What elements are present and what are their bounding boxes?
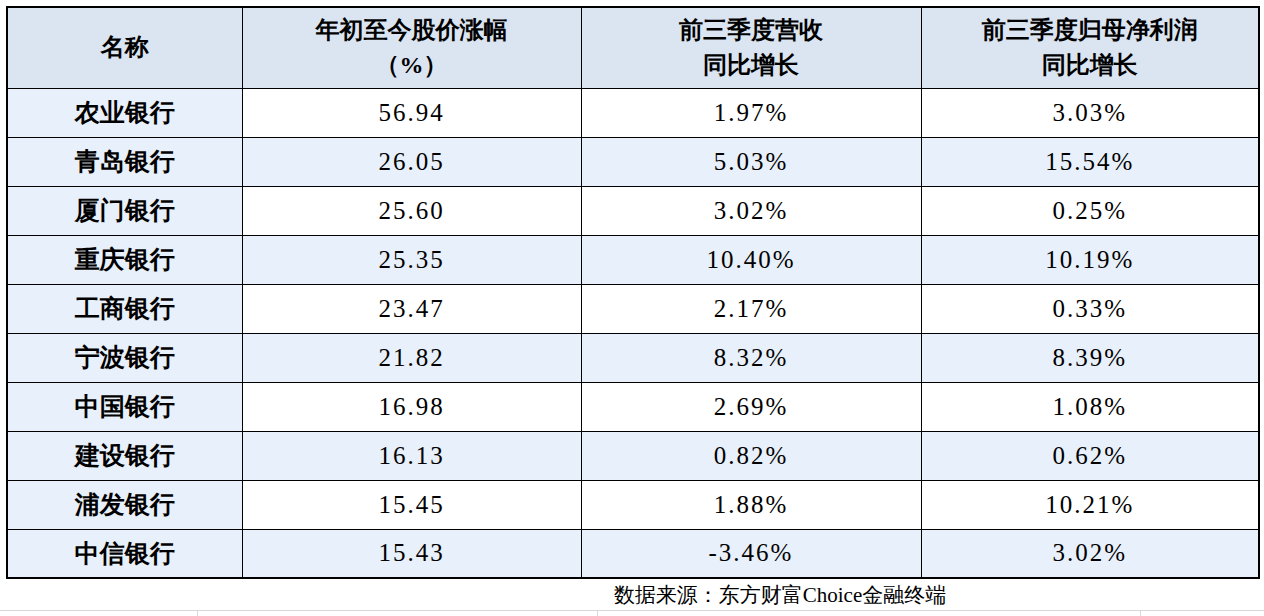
bank-name-cell: 中信银行 — [7, 529, 242, 578]
ytd-change-cell: 16.13 — [242, 431, 581, 480]
revenue-growth-cell: 1.97% — [581, 88, 921, 137]
header-profit-line1: 前三季度归母净利润 — [922, 13, 1259, 48]
table-row: 中国银行16.982.69%1.08% — [7, 382, 1259, 431]
table-row: 厦门银行25.603.02%0.25% — [7, 186, 1259, 235]
table-body: 农业银行56.941.97%3.03%青岛银行26.055.03%15.54%厦… — [7, 88, 1259, 578]
revenue-growth-cell: 8.32% — [581, 333, 921, 382]
revenue-growth-cell: 0.82% — [581, 431, 921, 480]
bank-name-cell: 工商银行 — [7, 284, 242, 333]
bank-name-cell: 浦发银行 — [7, 480, 242, 529]
ytd-change-cell: 16.98 — [242, 382, 581, 431]
header-profit-line2: 同比增长 — [922, 48, 1259, 83]
ytd-change-cell: 56.94 — [242, 88, 581, 137]
bank-name-cell: 青岛银行 — [7, 137, 242, 186]
net-profit-growth-cell: 3.03% — [921, 88, 1259, 137]
table-header: 名称 年初至今股价涨幅 （%） 前三季度营收 同比增长 前三季度归母净利润 同比… — [7, 7, 1259, 88]
ytd-change-cell: 25.35 — [242, 235, 581, 284]
bank-name-cell: 重庆银行 — [7, 235, 242, 284]
header-revenue-line1: 前三季度营收 — [582, 13, 921, 48]
table-row: 工商银行23.472.17%0.33% — [7, 284, 1259, 333]
sheet-gridline-strip — [0, 610, 1264, 616]
table-row: 中信银行15.43-3.46%3.02% — [7, 529, 1259, 578]
sheet-gridline — [197, 611, 198, 616]
table-row: 宁波银行21.828.32%8.39% — [7, 333, 1259, 382]
revenue-growth-cell: -3.46% — [581, 529, 921, 578]
revenue-growth-cell: 3.02% — [581, 186, 921, 235]
ytd-change-cell: 21.82 — [242, 333, 581, 382]
bank-name-cell: 宁波银行 — [7, 333, 242, 382]
ytd-change-cell: 15.43 — [242, 529, 581, 578]
ytd-change-cell: 26.05 — [242, 137, 581, 186]
revenue-growth-cell: 5.03% — [581, 137, 921, 186]
revenue-growth-cell: 10.40% — [581, 235, 921, 284]
header-ytd-line2: （%） — [243, 48, 581, 83]
bank-performance-table: 名称 年初至今股价涨幅 （%） 前三季度营收 同比增长 前三季度归母净利润 同比… — [6, 6, 1260, 579]
net-profit-growth-cell: 10.19% — [921, 235, 1259, 284]
sheet-gridline — [1140, 611, 1141, 616]
data-source-row: 数据来源：东方财富Choice金融终端 — [6, 579, 1258, 610]
table-row: 青岛银行26.055.03%15.54% — [7, 137, 1259, 186]
net-profit-growth-cell: 8.39% — [921, 333, 1259, 382]
net-profit-growth-cell: 0.33% — [921, 284, 1259, 333]
bank-name-cell: 厦门银行 — [7, 186, 242, 235]
header-revenue-line2: 同比增长 — [582, 48, 921, 83]
net-profit-growth-cell: 0.62% — [921, 431, 1259, 480]
ytd-change-cell: 15.45 — [242, 480, 581, 529]
header-cell-name: 名称 — [7, 7, 242, 88]
revenue-growth-cell: 2.69% — [581, 382, 921, 431]
header-cell-revenue-growth: 前三季度营收 同比增长 — [581, 7, 921, 88]
bank-name-cell: 农业银行 — [7, 88, 242, 137]
ytd-change-cell: 23.47 — [242, 284, 581, 333]
table-row: 重庆银行25.3510.40%10.19% — [7, 235, 1259, 284]
net-profit-growth-cell: 15.54% — [921, 137, 1259, 186]
table-figure: 名称 年初至今股价涨幅 （%） 前三季度营收 同比增长 前三季度归母净利润 同比… — [0, 0, 1264, 616]
net-profit-growth-cell: 0.25% — [921, 186, 1259, 235]
table-row: 建设银行16.130.82%0.62% — [7, 431, 1259, 480]
header-name-label: 名称 — [8, 30, 242, 65]
header-cell-net-profit-growth: 前三季度归母净利润 同比增长 — [921, 7, 1259, 88]
net-profit-growth-cell: 1.08% — [921, 382, 1259, 431]
revenue-growth-cell: 1.88% — [581, 480, 921, 529]
net-profit-growth-cell: 3.02% — [921, 529, 1259, 578]
data-source-text: 数据来源：东方财富Choice金融终端 — [614, 581, 946, 609]
net-profit-growth-cell: 10.21% — [921, 480, 1259, 529]
table-row: 浦发银行15.451.88%10.21% — [7, 480, 1259, 529]
header-row: 名称 年初至今股价涨幅 （%） 前三季度营收 同比增长 前三季度归母净利润 同比… — [7, 7, 1259, 88]
revenue-growth-cell: 2.17% — [581, 284, 921, 333]
bank-name-cell: 中国银行 — [7, 382, 242, 431]
header-cell-ytd-change: 年初至今股价涨幅 （%） — [242, 7, 581, 88]
header-ytd-line1: 年初至今股价涨幅 — [243, 13, 581, 48]
ytd-change-cell: 25.60 — [242, 186, 581, 235]
table-row: 农业银行56.941.97%3.03% — [7, 88, 1259, 137]
bank-name-cell: 建设银行 — [7, 431, 242, 480]
sheet-gridline — [597, 611, 598, 616]
